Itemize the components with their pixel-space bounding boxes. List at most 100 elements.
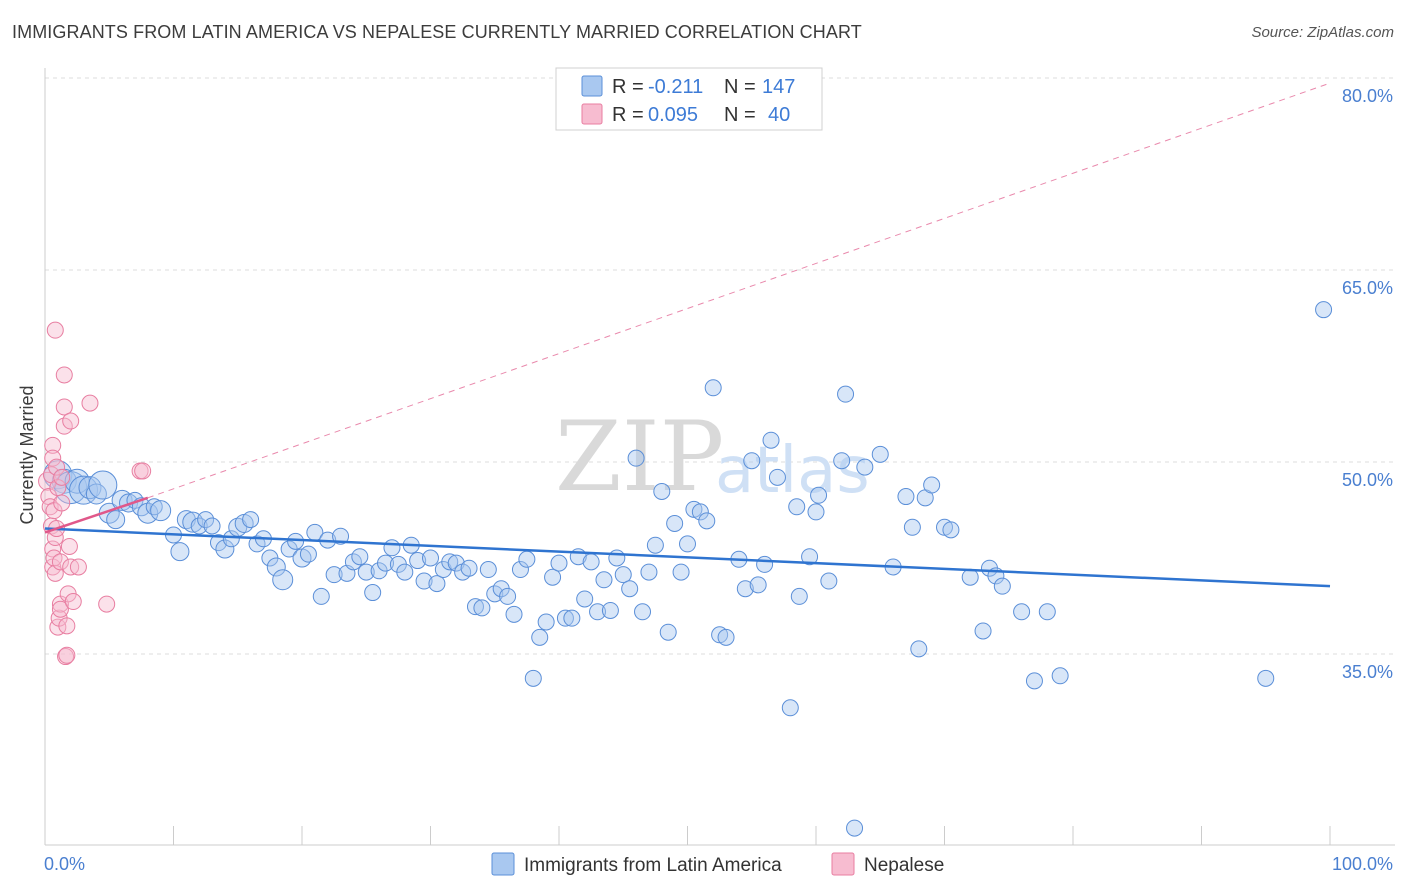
latin-america-point-16 [150,500,172,522]
latin-america-point-34 [272,569,294,591]
latin-america-point-36 [287,532,305,550]
latin-america-point-7 [88,470,118,500]
latin-america-point-110 [768,468,786,486]
latin-america-point-55 [409,552,427,570]
latin-america-point-115 [807,503,825,521]
y-axis-label: Currently Married [17,385,37,524]
y-tick-label-2: 65.0% [1342,278,1393,298]
latin-america-point-86 [608,549,626,567]
latin-america-point-111 [781,699,799,717]
latin-america-point-109 [762,431,780,449]
latin-america-point-5 [78,476,102,500]
latin-america-point-112 [788,498,806,516]
series-legend: Immigrants from Latin America Nepalese [491,852,944,876]
latin-america-point-87 [614,566,632,584]
latin-america-point-132 [974,622,992,640]
latin-america-point-57 [422,549,439,567]
latin-america-point-140 [1257,669,1275,687]
latin-america-point-64 [466,598,484,616]
y-tick-label-3: 80.0% [1342,86,1393,106]
latin-america-point-119 [837,385,855,403]
nepalese-point-33 [62,412,80,430]
y-tick-label-0: 35.0% [1342,662,1393,682]
latin-america-point-65 [473,599,491,617]
latin-america-point-19 [176,510,196,530]
latin-america-point-66 [479,561,497,579]
latin-america-point-73 [524,669,542,687]
latin-america-point-4 [69,475,99,505]
chart-title: IMMIGRANTS FROM LATIN AMERICA VS NEPALES… [12,22,862,42]
latin-america-point-38 [299,545,317,563]
latin-america-point-78 [556,609,574,627]
chart-source: Source: ZipAtlas.com [1251,24,1394,41]
latin-america-point-70 [505,605,523,623]
latin-america-point-75 [537,613,555,631]
latin-america-point-101 [704,379,722,397]
nepalese-point-39 [134,462,152,480]
watermark-zip: ZIP [555,401,724,513]
latin-america-point-97 [679,535,696,553]
watermark: ZIP atlas [555,401,870,513]
nepalese-point-34 [64,593,82,611]
latin-america-trend-line [44,527,1331,588]
latin-america-point-74 [531,628,549,646]
latin-america-point-99 [691,503,709,521]
latin-america-point-107 [749,576,767,594]
nepalese-point-26 [55,366,73,384]
legend-n-label-pink: N = [724,104,756,126]
legend-swatch-blue [581,75,603,97]
nepalese-point-14 [46,321,64,339]
latin-america-point-18 [170,542,190,562]
latin-america-point-61 [447,554,465,572]
nepalese-point-11 [44,436,62,454]
latin-america-point-117 [820,572,838,590]
nepalese-point-17 [49,618,67,636]
latin-america-point-90 [634,603,652,621]
nepalese-point-35 [69,558,87,576]
latin-america-point-138 [1038,603,1056,621]
legend-r-label-blue: R = [612,76,644,98]
latin-america-point-88 [621,580,639,598]
series-nepalese-points [38,321,152,666]
legend-n-value-pink: 40 [768,104,790,126]
latin-america-point-23 [203,517,221,535]
latin-america-point-72 [518,550,536,568]
latin-america-point-103 [717,628,735,646]
nepalese-point-15 [48,458,66,476]
legend-n-label-blue: N = [724,76,756,98]
latin-america-point-58 [428,575,446,593]
latin-america-point-22 [197,511,215,529]
legend-r-label-pink: R = [612,104,644,126]
series-legend-label-pink: Nepalese [864,855,944,876]
nepalese-point-25 [55,398,73,416]
latin-america-point-79 [563,609,581,627]
series-latin-america-points [43,301,1333,837]
series-legend-swatch-pink [831,852,855,876]
latin-america-point-33 [266,557,286,577]
latin-america-point-135 [993,577,1011,595]
latin-america-point-48 [364,584,382,602]
latin-america-point-106 [743,452,761,470]
latin-america-point-42 [325,566,343,584]
nepalese-point-27 [57,648,75,666]
nepalese-point-36 [81,394,99,412]
legend-r-value-pink: 0.095 [648,104,698,126]
grid-lines [45,77,1395,655]
nepalese-point-21 [51,553,69,571]
series-legend-swatch-blue [491,852,515,876]
legend-n-value-blue: 147 [762,76,795,98]
series-legend-label-blue: Immigrants from Latin America [524,855,782,876]
latin-america-point-136 [1013,603,1031,621]
latin-america-point-94 [659,623,677,641]
latin-america-point-82 [582,553,600,571]
latin-america-point-96 [672,563,690,581]
x-tick-labels: 0.0% 100.0% [44,854,1393,874]
latin-america-point-11 [119,493,139,513]
nepalese-point-37 [98,595,116,613]
latin-america-point-139 [1051,667,1069,685]
latin-america-point-63 [460,559,478,577]
latin-america-point-137 [1025,672,1043,690]
latin-america-point-124 [897,488,915,506]
latin-america-point-53 [396,563,414,581]
latin-america-point-26 [222,530,240,548]
